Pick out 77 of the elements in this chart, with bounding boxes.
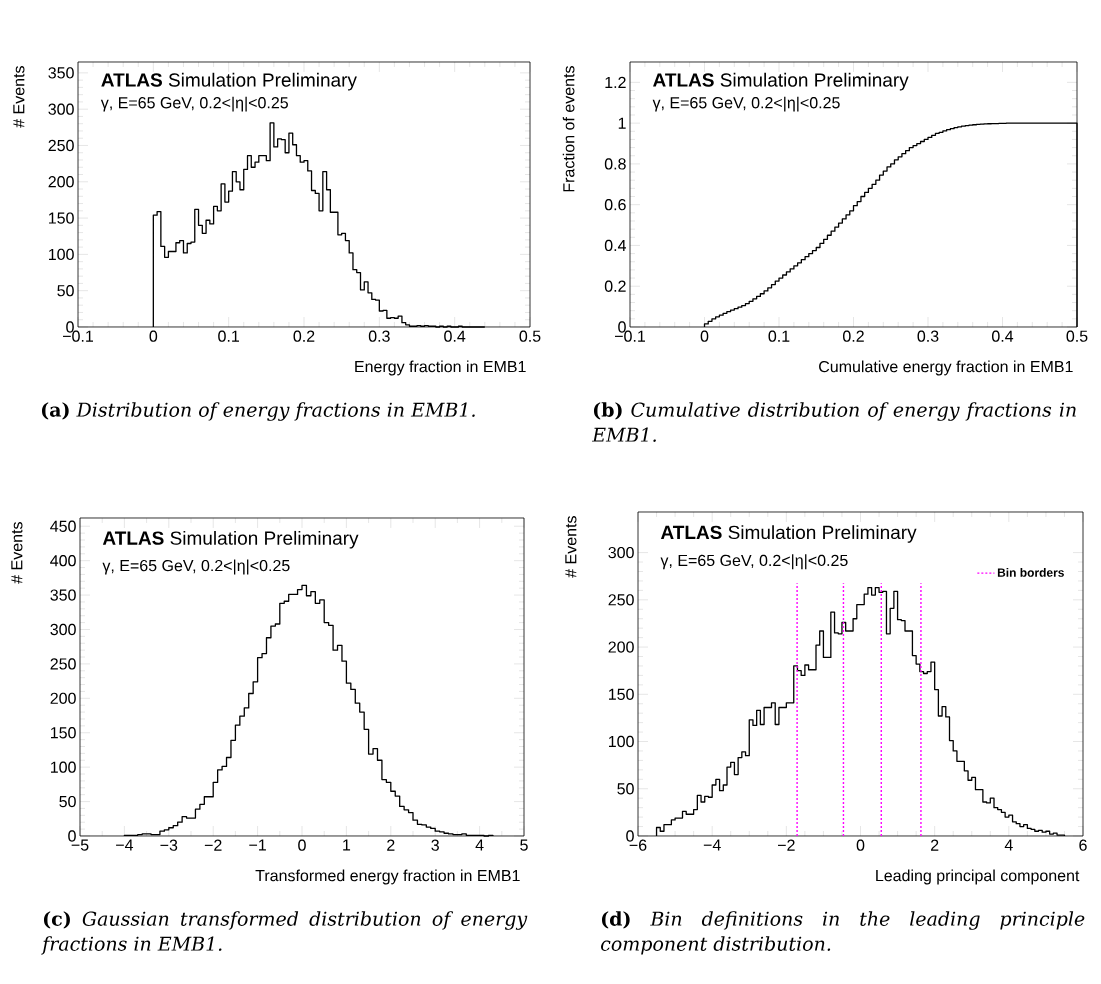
x-tick-label: 0.5: [1066, 330, 1088, 342]
y-tick-label: 100: [51, 761, 76, 773]
x-axis-title: Energy fraction in EMB1: [355, 360, 526, 376]
x-axis-title: Cumulative energy fraction in EMB1: [819, 360, 1073, 376]
y-tick-label: 200: [608, 641, 634, 653]
text: (d) Bin definitions in the leading principle component distribution.: [601, 911, 1085, 955]
x-tick-label: 0.1: [768, 330, 790, 342]
y-tick-label: 200: [50, 692, 76, 704]
y-axis-title: Fraction of events: [562, 66, 575, 192]
y-tick-label: 150: [51, 727, 76, 739]
y-tick-label: 350: [50, 589, 76, 601]
x-tick-label: 0.3: [368, 330, 390, 342]
y-tick-label: 50: [617, 783, 634, 795]
x-tick-label: 5: [520, 839, 528, 851]
text: ATLAS Simulation Preliminary: [101, 72, 357, 91]
x-tick-label: −2: [204, 839, 222, 851]
y-tick-label: 250: [608, 594, 634, 606]
text: (c) Gaussian transformed distribution of energy fractions in EMB1.: [41, 911, 528, 955]
text: ATLAS Simulation Preliminary: [660, 525, 917, 543]
y-tick-label: 0.2: [604, 280, 626, 292]
text: γ, E=65 GeV, 0.2<|η|<0.25: [660, 554, 848, 570]
x-tick-label: 6: [1079, 839, 1087, 851]
text: γ, E=65 GeV, 0.2<|η|<0.25: [100, 96, 288, 112]
y-tick-label: 1: [618, 117, 626, 129]
y-axis-title: # Events: [565, 516, 577, 578]
x-tick-label: 3: [431, 839, 439, 851]
y-tick-label: 0.6: [604, 199, 626, 211]
y-tick-label: 300: [48, 103, 74, 115]
text: ATLAS Simulation Preliminary: [102, 530, 359, 549]
x-tick-label: 2: [387, 839, 395, 851]
y-tick-label: 100: [49, 248, 74, 261]
x-tick-label: 1: [343, 839, 351, 851]
x-tick-label: −1: [249, 839, 266, 851]
x-tick-label: 0: [298, 839, 306, 851]
x-tick-label: 0.5: [519, 330, 541, 342]
y-tick-label: 400: [50, 555, 76, 567]
x-tick-label: 4: [475, 839, 484, 851]
text: ATLAS Simulation Preliminary: [653, 72, 909, 91]
x-axis-title: Transformed energy fraction in EMB1: [255, 869, 520, 885]
y-tick-label: 1.2: [605, 76, 626, 88]
y-tick-label: 350: [48, 67, 74, 79]
x-tick-label: 0: [856, 839, 865, 851]
y-axis-title: # Events: [11, 522, 23, 584]
y-tick-label: 50: [59, 795, 76, 808]
y-tick-label: 150: [49, 212, 74, 224]
x-tick-label: 0.1: [218, 330, 239, 342]
y-tick-label: 300: [50, 623, 76, 636]
x-tick-label: −3: [160, 839, 178, 851]
x-tick-label: 4: [1004, 839, 1013, 851]
x-tick-label: −4: [116, 839, 134, 851]
x-tick-label: 0: [700, 330, 709, 342]
x-tick-label: 0.2: [843, 330, 864, 342]
y-tick-label: 450: [50, 520, 76, 532]
x-tick-label: 0.4: [992, 330, 1014, 342]
x-tick-label: 0.3: [917, 330, 939, 342]
text: γ, E=65 GeV, 0.2<|η|<0.25: [652, 96, 840, 112]
text: (a) Distribution of energy fractions in EMB1.: [41, 402, 475, 421]
text: γ, E=65 GeV, 0.2<|η|<0.25: [102, 559, 290, 575]
y-tick-label: 200: [48, 176, 74, 188]
text: (b) Cumulative distribution of energy fractions in EMB1.: [591, 402, 1076, 442]
x-tick-label: 2: [931, 839, 939, 851]
y-tick-label: 300: [608, 546, 634, 559]
x-axis-title: Leading principal component: [876, 869, 1080, 885]
y-tick-label: 250: [48, 139, 74, 152]
x-tick-label: 0: [149, 330, 158, 342]
x-tick-label: 0.2: [293, 330, 315, 342]
x-tick-label: −4: [703, 839, 721, 851]
x-tick-label: −2: [778, 839, 795, 851]
x-tick-label: 0.4: [444, 330, 466, 342]
y-tick-label: 250: [50, 658, 76, 670]
y-tick-label: 0.4: [604, 239, 626, 252]
y-tick-label: 0.8: [604, 158, 626, 170]
y-axis-title: # Events: [13, 66, 25, 128]
legend-label: Bin borders: [997, 568, 1064, 577]
y-tick-label: 50: [57, 285, 74, 297]
y-tick-label: 150: [609, 688, 634, 700]
y-tick-label: 100: [609, 735, 634, 748]
